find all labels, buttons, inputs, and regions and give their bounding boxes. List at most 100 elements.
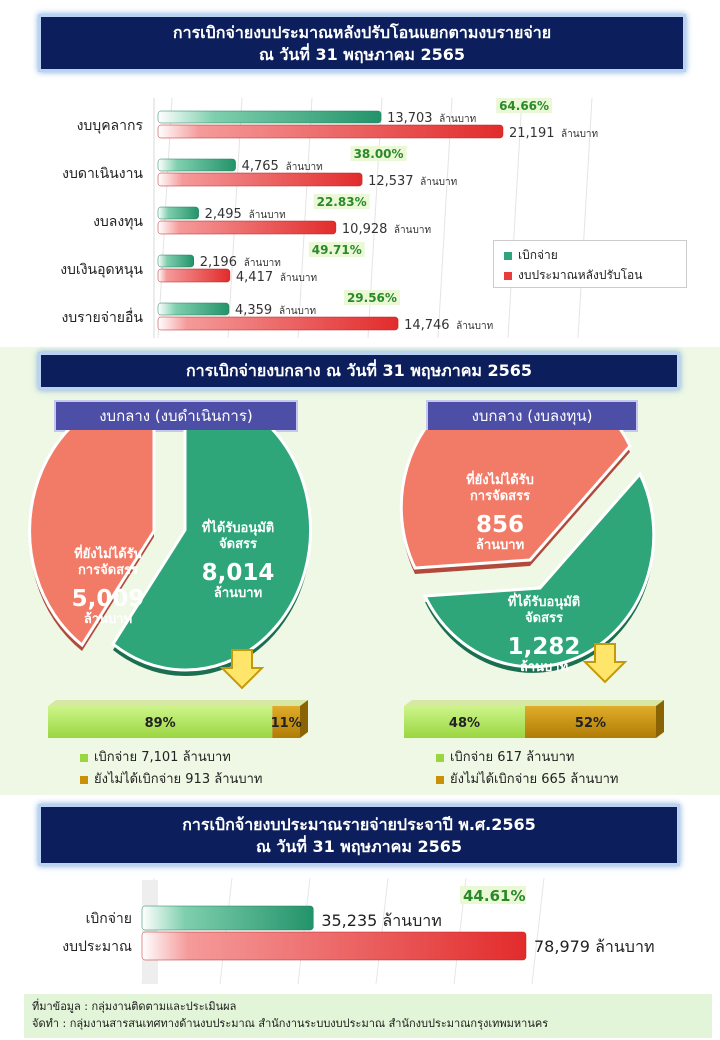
category-label: งบบุคลากร [77, 118, 144, 134]
percent-label: 38.00% [354, 147, 404, 161]
bar-unspent-pct: 52% [575, 716, 606, 731]
left-approved-label-2: จัดสรร [219, 537, 257, 552]
legend-spent-swatch [504, 251, 512, 260]
right-pending-value: 856 [476, 512, 524, 538]
right-approved-label-1: ที่ได้รับอนุมัติ [508, 592, 581, 610]
percent-label: 29.56% [347, 291, 397, 305]
bar-side-face [300, 700, 308, 738]
left-pie-pending-slice [28, 430, 156, 648]
gridline [507, 97, 523, 339]
right-approved-unit: ล้านบาท [520, 659, 568, 675]
left-pending-label-1: ที่ยังไม่ได้รับ [74, 544, 142, 562]
legend-budget-label: งบประมาณหลังปรับโอน [518, 268, 643, 282]
right-pie: ที่ยังไม่ได้รับ การจัดสรร 856 ล้านบาท ที… [399, 430, 656, 675]
bar-budget [157, 268, 231, 283]
budget-unit-label: ล้านบาท [456, 320, 493, 332]
bar-spent [157, 110, 382, 124]
left-legend-unspent: ยังไม่ได้เบิกจ่าย 913 ล้านบาท [80, 768, 263, 789]
bar-spent [157, 302, 230, 316]
category-label: งบลงทุน [93, 214, 143, 230]
right-legend-unspent: ยังไม่ได้เบิกจ่าย 665 ล้านบาท [436, 768, 619, 789]
footer-source: ที่มาข้อมูล : กลุ่มงานติดตามและประเมินผล [32, 1000, 237, 1013]
percent-badge [313, 194, 370, 209]
right-subheader: งบกลาง (งบลงทุน) [426, 400, 638, 432]
right-legend-spent: เบิกจ่าย 617 ล้านบาท [436, 746, 574, 767]
budget-value-label: 10,928 [342, 222, 388, 237]
budget-unit-label: ล้านบาท [420, 176, 457, 188]
left-pie-approved-slice [111, 430, 313, 672]
spent-unit-label: ล้านบาท [244, 257, 281, 269]
spent-value-label: 13,703 [387, 111, 433, 126]
legend-spent-label: เบิกจ่าย [518, 248, 558, 262]
bar-budget [141, 931, 527, 961]
left-down-arrow-icon [219, 649, 265, 690]
right-pending-label-1: ที่ยังไม่ได้รับ [466, 470, 534, 488]
right-pending-label-2: การจัดสรร [470, 489, 530, 504]
budget-value-label: 21,191 [509, 126, 555, 141]
budget-unit-label: ล้านบาท [280, 272, 317, 284]
left-legend-unspent-text: ยังไม่ได้เบิกจ่าย 913 ล้านบาท [94, 772, 263, 787]
percent-label: 22.83% [317, 195, 367, 209]
percent-label: 49.71% [312, 243, 362, 257]
spent-unit-label: ล้านบาท [279, 305, 316, 317]
percent-badge [343, 290, 400, 305]
bar-spent [157, 158, 236, 172]
section1-title-line2: ณ วันที่ 31 พฤษภาคม 2565 [259, 45, 465, 64]
gridline [297, 877, 311, 985]
left-legend-spent-swatch [80, 753, 88, 762]
value-label: 78,979 ล้านบาท [534, 937, 654, 956]
bar-unspent-segment [524, 706, 656, 738]
right-stacked-bar: 48% 52% [404, 700, 664, 738]
section2-pies: ที่ได้รับอนุมัติ จัดสรร 8,014 ล้านบาท ที… [28, 430, 664, 738]
percent-badge [350, 146, 407, 161]
spent-unit-label: ล้านบาท [439, 113, 476, 125]
percent-badge [308, 242, 365, 257]
right-legend-unspent-swatch [436, 775, 444, 784]
bar-spent [157, 254, 195, 268]
category-label: เบิกจ่าย [86, 911, 132, 927]
legend-budget-swatch [504, 271, 512, 280]
budget-value-label: 12,537 [368, 174, 414, 189]
section2-title: การเบิกจ่ายงบกลาง ณ วันที่ 31 พฤษภาคม 25… [185, 361, 533, 380]
budget-value-label: 14,746 [404, 318, 450, 333]
category-label: งบรายจ่ายอื่น [61, 308, 143, 326]
percent-label: 44.61% [463, 887, 525, 905]
spent-value-label: 2,196 [200, 255, 237, 270]
left-approved-unit: ล้านบาท [214, 585, 262, 601]
budget-unit-label: ล้านบาท [561, 128, 598, 140]
bar-top-face [404, 700, 664, 706]
gridline [375, 877, 389, 985]
left-legend-unspent-swatch [80, 775, 88, 784]
right-pie-pending-slice [399, 430, 632, 570]
bar-spent-pct: 89% [145, 716, 176, 731]
left-pie: ที่ได้รับอนุมัติ จัดสรร 8,014 ล้านบาท ที… [28, 430, 313, 676]
left-pending-value: 5,009 [72, 586, 145, 612]
bar-spent-pct: 48% [449, 716, 480, 731]
bar-unspent-segment [272, 706, 300, 738]
percent-badge [496, 98, 553, 113]
left-legend-spent: เบิกจ่าย 7,101 ล้านบาท [80, 746, 231, 767]
bar-side-face [656, 700, 664, 738]
bar-spent [141, 905, 314, 931]
bar-budget [157, 172, 363, 187]
percent-badge [460, 886, 526, 904]
percent-label: 64.66% [499, 99, 549, 113]
right-approved-value: 1,282 [508, 634, 581, 660]
bar-budget [157, 316, 399, 331]
left-approved-value: 8,014 [202, 560, 275, 586]
value-label: 35,235 ล้านบาท [321, 911, 441, 930]
section1-legend: เบิกจ่าย งบประมาณหลังปรับโอน [493, 240, 687, 288]
left-approved-label-1: ที่ได้รับอนุมัติ [202, 518, 275, 536]
section1-title-banner: การเบิกจ่ายงบประมาณหลังปรับโอนแยกตามงบรา… [38, 14, 686, 72]
category-label: งบประมาณ [62, 939, 132, 955]
right-pending-unit: ล้านบาท [476, 537, 524, 553]
left-legend-spent-text: เบิกจ่าย 7,101 ล้านบาท [94, 750, 231, 765]
spent-value-label: 4,359 [235, 303, 272, 318]
section3-title-line2: ณ วันที่ 31 พฤษภาคม 2565 [256, 837, 462, 856]
right-pie-approved-slice [422, 471, 656, 669]
footer: ที่มาข้อมูล : กลุ่มงานติดตามและประเมินผล… [24, 994, 712, 1038]
footer-prepared: จัดทำ : กลุ่มงานสารสนเทศทางด้านงบประมาณ … [32, 1017, 549, 1030]
bar-top-face [48, 700, 308, 706]
bar-unspent-pct: 11% [271, 716, 302, 731]
bar-spent-segment [404, 706, 525, 738]
